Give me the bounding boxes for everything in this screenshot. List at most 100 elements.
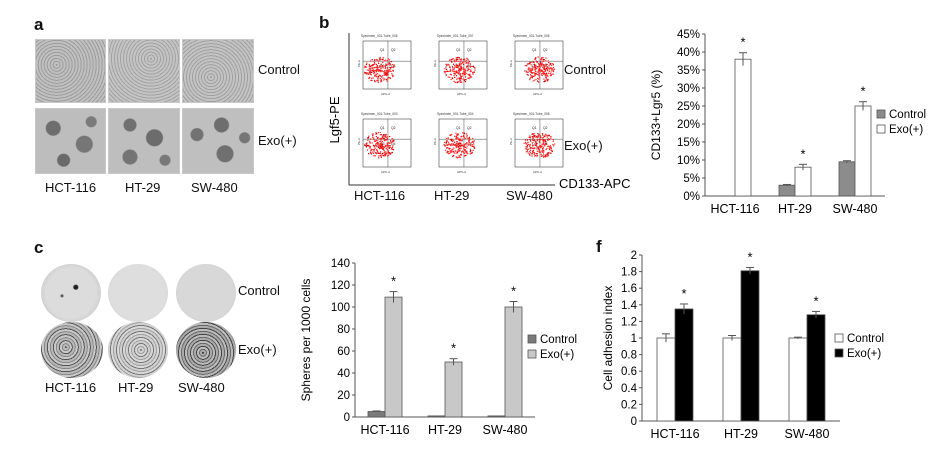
flow-event-dot <box>546 69 549 72</box>
flow-event-dot <box>371 133 374 135</box>
bar-Exo(+)-HCT-116 <box>674 308 694 422</box>
panel-b-col-label-hct116: HCT-116 <box>354 188 406 203</box>
panel-b-col-label-ht29: HT-29 <box>434 188 470 203</box>
y-tick-label: 5% <box>683 173 700 185</box>
flow-event-dot <box>542 141 544 143</box>
flow-event-dot <box>383 73 385 75</box>
flow-event-dot <box>450 134 453 136</box>
flow-event-dot <box>541 62 544 64</box>
flow-event-dot <box>455 156 457 158</box>
flow-event-dot <box>540 59 542 61</box>
flow-event-dot <box>529 78 531 81</box>
flow-event-dot <box>542 146 544 149</box>
flow-event-dot <box>536 61 538 63</box>
flow-event-dot <box>375 145 378 147</box>
panel-c-col-label-sw480: SW-480 <box>178 380 225 395</box>
bar-Control-HT-29 <box>427 415 446 418</box>
flow-event-dot <box>382 137 385 140</box>
flow-event-dot <box>544 74 546 77</box>
flow-event-dot <box>384 139 386 141</box>
flow-event-dot <box>548 61 550 64</box>
flow-event-dot <box>523 142 525 144</box>
flow-plot-y-label: PE-A <box>357 138 361 145</box>
flow-event-dot <box>382 74 384 77</box>
flow-event-dot <box>458 144 460 146</box>
flow-event-dot <box>469 77 471 79</box>
flow-event-dot <box>535 78 537 81</box>
flow-event-dot <box>532 149 535 152</box>
flow-quadrant-label: Q2 <box>543 48 548 52</box>
flow-event-dot <box>392 148 395 151</box>
flow-event-dot <box>377 81 379 84</box>
flow-event-dot <box>447 76 449 78</box>
flow-event-dot <box>465 69 467 72</box>
flow-event-dot <box>386 148 388 151</box>
flow-event-dot <box>457 134 460 136</box>
flow-event-dot <box>457 146 460 148</box>
flow-event-dot <box>392 66 394 69</box>
flow-event-dot <box>453 80 455 82</box>
flow-event-dot <box>550 137 552 140</box>
flow-event-dot <box>382 147 384 150</box>
flow-event-dot <box>377 70 379 72</box>
flow-event-dot <box>370 77 373 79</box>
flow-event-dot <box>545 155 547 157</box>
y-tick-label: 120 <box>331 280 350 292</box>
flow-event-dot <box>385 79 388 81</box>
flow-event-dot <box>377 60 380 63</box>
flow-event-dot <box>529 137 531 139</box>
flow-event-dot <box>534 140 537 143</box>
flow-event-dot <box>546 147 548 150</box>
flow-event-dot <box>367 139 369 142</box>
flow-event-dot <box>388 69 391 71</box>
flow-event-dot <box>535 64 537 67</box>
flow-event-dot <box>540 146 542 148</box>
flow-event-dot <box>389 142 391 144</box>
flow-event-dot <box>456 142 458 145</box>
flow-event-dot <box>534 70 537 73</box>
flow-event-dot <box>524 64 527 67</box>
flow-plot-x-label: APC-A <box>533 92 542 96</box>
flow-event-dot <box>383 71 385 73</box>
flow-event-dot <box>545 133 547 136</box>
flow-event-dot <box>533 147 535 149</box>
flow-event-dot <box>540 138 542 141</box>
flow-event-dot <box>550 147 552 150</box>
flow-event-dot <box>531 145 534 147</box>
flow-event-dot <box>386 67 389 69</box>
flow-event-dot <box>463 146 465 149</box>
x-tick-label: HCT-116 <box>360 423 409 437</box>
flow-event-dot <box>452 70 455 72</box>
flow-event-dot <box>373 150 375 152</box>
flow-event-dot <box>388 144 390 147</box>
flow-event-dot <box>467 69 469 71</box>
flow-event-dot <box>462 132 464 134</box>
flow-event-dot <box>382 61 384 64</box>
flow-event-dot <box>472 73 474 75</box>
y-tick-label: 140 <box>331 258 350 270</box>
flow-event-dot <box>529 146 532 149</box>
flow-event-dot <box>466 147 468 149</box>
flow-event-dot <box>380 69 382 72</box>
flow-event-dot <box>531 133 534 135</box>
flow-event-dot <box>370 152 372 154</box>
flow-event-dot <box>445 138 448 140</box>
flow-event-dot <box>369 140 371 143</box>
y-tick-label: 100 <box>331 302 350 314</box>
flow-event-dot <box>532 76 534 78</box>
flow-event-dot <box>367 153 370 155</box>
flow-event-dot <box>377 137 379 139</box>
flow-event-dot <box>460 67 462 70</box>
flow-event-dot <box>462 78 464 80</box>
flow-event-dot <box>535 145 538 147</box>
flow-event-dot <box>458 142 460 144</box>
flow-event-dot <box>531 76 533 78</box>
flow-event-dot <box>370 138 372 140</box>
flow-event-dot <box>538 134 541 136</box>
flow-event-dot <box>453 68 455 70</box>
flow-event-dot <box>528 153 531 155</box>
flow-event-dot <box>455 146 458 149</box>
flow-event-dot <box>466 134 468 137</box>
